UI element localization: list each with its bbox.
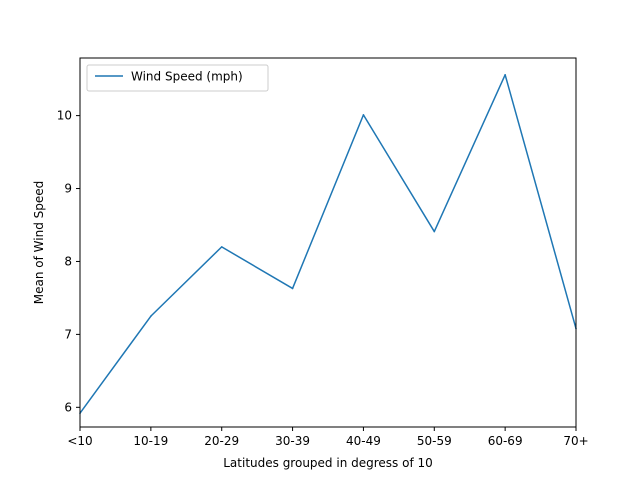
data-point xyxy=(220,246,223,248)
y-tick-label: 6 xyxy=(64,400,72,414)
x-tick-label: 70+ xyxy=(563,434,588,448)
data-point xyxy=(150,315,152,317)
data-point xyxy=(362,114,365,116)
data-point xyxy=(433,230,436,233)
x-tick-label: 30-39 xyxy=(275,434,310,448)
y-tick-label: 9 xyxy=(64,182,72,196)
x-ticks: <10 10-19 20-29 30-39 40-49 50-59 60-69 70+ xyxy=(67,427,589,448)
y-tick-label: 8 xyxy=(64,254,72,268)
data-point xyxy=(504,73,506,76)
series-line-wind-speed xyxy=(79,74,577,414)
x-tick-label: 60-69 xyxy=(488,434,523,448)
axis-layer xyxy=(79,57,577,428)
y-ticks: 6 7 8 9 10 xyxy=(57,109,80,414)
legend-box xyxy=(86,64,269,92)
x-tick-label: 40-49 xyxy=(346,434,381,448)
legend: Wind Speed (mph) xyxy=(86,64,269,92)
x-axis-label: Latitudes grouped in degress of 10 xyxy=(223,456,433,470)
x-tick-label: 20-29 xyxy=(204,434,239,448)
plot-area xyxy=(80,58,576,427)
y-tick-label: 7 xyxy=(64,327,72,341)
legend-label-wind-speed: Wind Speed (mph) xyxy=(131,70,243,84)
x-tick-label: <10 xyxy=(67,434,92,448)
data-point xyxy=(291,287,294,290)
plot-frame xyxy=(79,57,577,428)
y-axis-label: Mean of Wind Speed xyxy=(32,181,46,304)
x-tick-label: 10-19 xyxy=(133,434,168,448)
y-tick-label: 10 xyxy=(57,109,72,123)
x-tick-label: 50-59 xyxy=(417,434,452,448)
